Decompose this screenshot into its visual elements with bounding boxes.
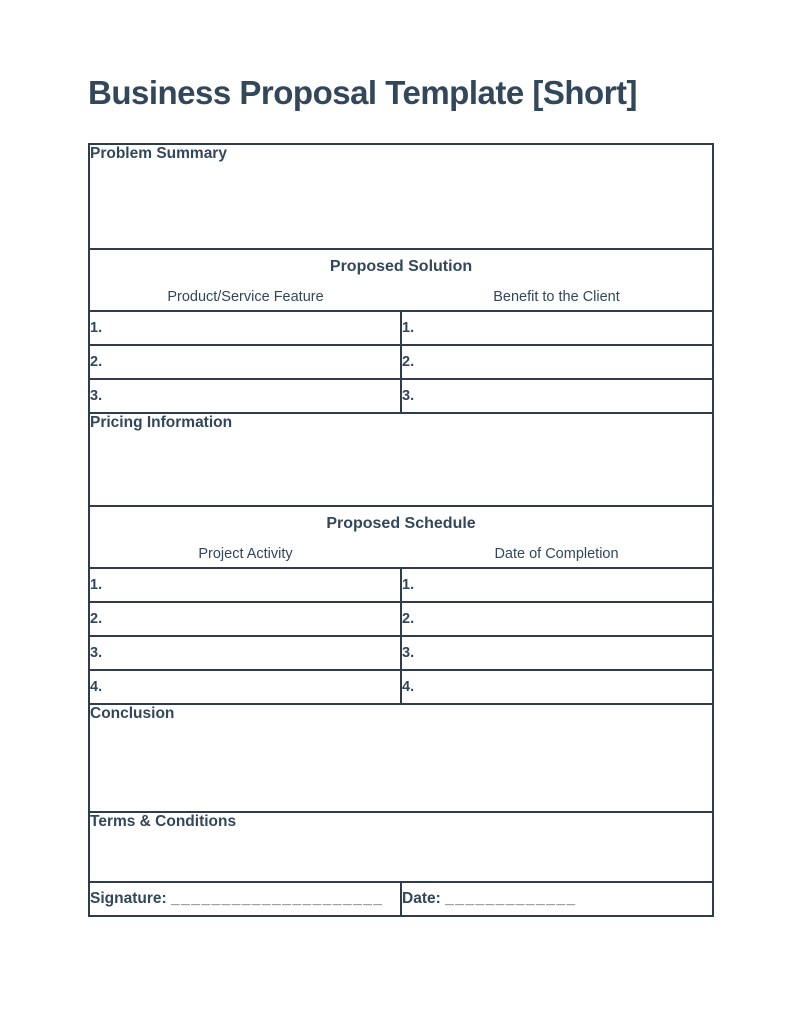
solution-row-3: 3. 3. bbox=[88, 378, 714, 414]
activity-cell-2[interactable]: 2. bbox=[88, 601, 402, 637]
activity-cell-1[interactable]: 1. bbox=[88, 567, 402, 603]
date-cell[interactable]: Date: _____________ bbox=[400, 881, 714, 917]
problem-summary-cell[interactable]: Problem Summary bbox=[88, 143, 714, 250]
signature-cell[interactable]: Signature: _____________________ bbox=[88, 881, 402, 917]
completion-cell-3[interactable]: 3. bbox=[400, 635, 714, 671]
benefit-cell-3[interactable]: 3. bbox=[400, 378, 714, 414]
proposal-table: Problem Summary Proposed Solution Produc… bbox=[88, 143, 714, 917]
completion-cell-4[interactable]: 4. bbox=[400, 669, 714, 705]
proposed-schedule-header: Proposed Schedule bbox=[88, 505, 714, 541]
pricing-information-heading: Pricing Information bbox=[90, 414, 233, 431]
feature-cell-1[interactable]: 1. bbox=[88, 310, 402, 346]
activity-cell-3[interactable]: 3. bbox=[88, 635, 402, 671]
terms-cell[interactable]: Terms & Conditions bbox=[88, 811, 714, 883]
benefit-cell-1[interactable]: 1. bbox=[400, 310, 714, 346]
completion-cell-1[interactable]: 1. bbox=[400, 567, 714, 603]
schedule-row-2: 2. 2. bbox=[88, 601, 714, 637]
solution-col2-header: Benefit to the Client bbox=[401, 283, 714, 312]
terms-heading: Terms & Conditions bbox=[90, 813, 237, 830]
schedule-row-3: 3. 3. bbox=[88, 635, 714, 671]
proposed-schedule-heading: Proposed Schedule bbox=[326, 514, 476, 532]
signature-label: Signature: bbox=[90, 890, 167, 907]
schedule-col1-header: Project Activity bbox=[88, 540, 401, 569]
solution-row-1: 1. 1. bbox=[88, 310, 714, 346]
problem-summary-heading: Problem Summary bbox=[90, 145, 227, 162]
pricing-information-cell[interactable]: Pricing Information bbox=[88, 412, 714, 507]
conclusion-cell[interactable]: Conclusion bbox=[88, 703, 714, 813]
solution-col1-header: Product/Service Feature bbox=[88, 283, 401, 312]
date-line[interactable]: _____________ bbox=[445, 890, 577, 907]
proposed-solution-heading: Proposed Solution bbox=[329, 257, 473, 275]
schedule-row-4: 4. 4. bbox=[88, 669, 714, 705]
schedule-row-1: 1. 1. bbox=[88, 567, 714, 603]
activity-cell-4[interactable]: 4. bbox=[88, 669, 402, 705]
benefit-cell-2[interactable]: 2. bbox=[400, 344, 714, 380]
feature-cell-2[interactable]: 2. bbox=[88, 344, 402, 380]
solution-row-2: 2. 2. bbox=[88, 344, 714, 380]
conclusion-heading: Conclusion bbox=[90, 705, 175, 722]
feature-cell-3[interactable]: 3. bbox=[88, 378, 402, 414]
schedule-col2-header: Date of Completion bbox=[401, 540, 714, 569]
proposed-solution-header: Proposed Solution bbox=[88, 248, 714, 284]
date-label: Date: bbox=[402, 890, 441, 907]
page-title: Business Proposal Template [Short] bbox=[88, 74, 638, 111]
signature-line[interactable]: _____________________ bbox=[170, 890, 384, 907]
completion-cell-2[interactable]: 2. bbox=[400, 601, 714, 637]
